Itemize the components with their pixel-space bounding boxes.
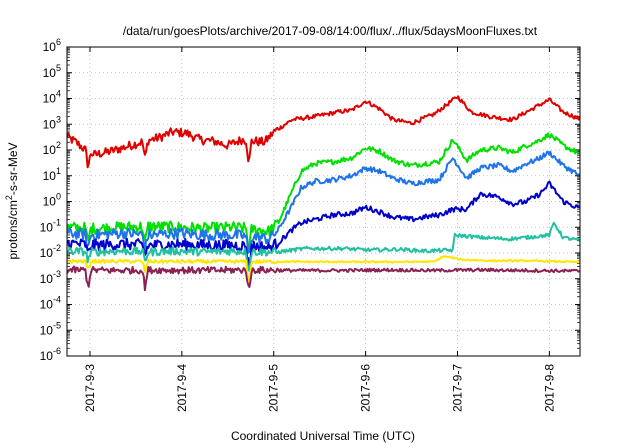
x-tick-label: 2017-9-5: [267, 364, 281, 412]
series-line: [67, 95, 580, 169]
series-line: [67, 132, 580, 252]
y-axis: 10-6 10-5 10-4 10-3 10-2 10-1 100 101 102 103 104 1…: [40, 37, 580, 363]
y-axis-label-sup: 2: [4, 195, 14, 200]
y-tick-label: 103: [43, 114, 61, 131]
y-axis-label: protons/cm2-s-sr-MeV: [4, 142, 20, 259]
x-tick-label: 2017-9-8: [542, 364, 556, 412]
y-tick-label: 106: [43, 37, 61, 54]
y-tick-label: 100: [43, 192, 61, 209]
series-line: [67, 180, 580, 267]
y-tick-label: 10-3: [40, 269, 61, 286]
plot-frame: [66, 46, 581, 357]
y-tick-label: 10-5: [40, 320, 61, 337]
y-tick-label: 105: [43, 63, 61, 80]
chart-title: /data/run/goesPlots/archive/2017-09-08/1…: [123, 24, 538, 38]
series-line: [67, 150, 580, 255]
y-tick-label: 101: [43, 166, 61, 183]
y-tick-label: 10-1: [40, 217, 61, 234]
y-tick-label: 104: [43, 89, 61, 106]
series-line: [67, 221, 580, 272]
series-lines: [67, 95, 580, 292]
gridlines: [67, 47, 580, 356]
y-tick-label: 10-6: [40, 346, 61, 363]
y-tick-label: 102: [43, 140, 61, 157]
y-axis-label-suffix: -s-sr-MeV: [6, 142, 20, 195]
y-tick-label: 10-4: [40, 295, 61, 312]
series-line: [67, 265, 580, 292]
x-tick-label: 2017-9-6: [359, 364, 373, 412]
x-tick-label: 2017-9-7: [450, 364, 464, 412]
x-tick-label: 2017-9-4: [175, 364, 189, 412]
y-axis-label-prefix: protons/cm: [6, 200, 20, 259]
x-tick-label: 2017-9-3: [83, 364, 97, 412]
x-axis: 2017-9-3 2017-9-4 2017-9-5 2017-9-6 2017-9-7…: [83, 47, 556, 412]
series-line: [67, 255, 580, 282]
y-tick-label: 10-2: [40, 243, 61, 260]
x-axis-label: Coordinated Universal Time (UTC): [231, 429, 415, 443]
